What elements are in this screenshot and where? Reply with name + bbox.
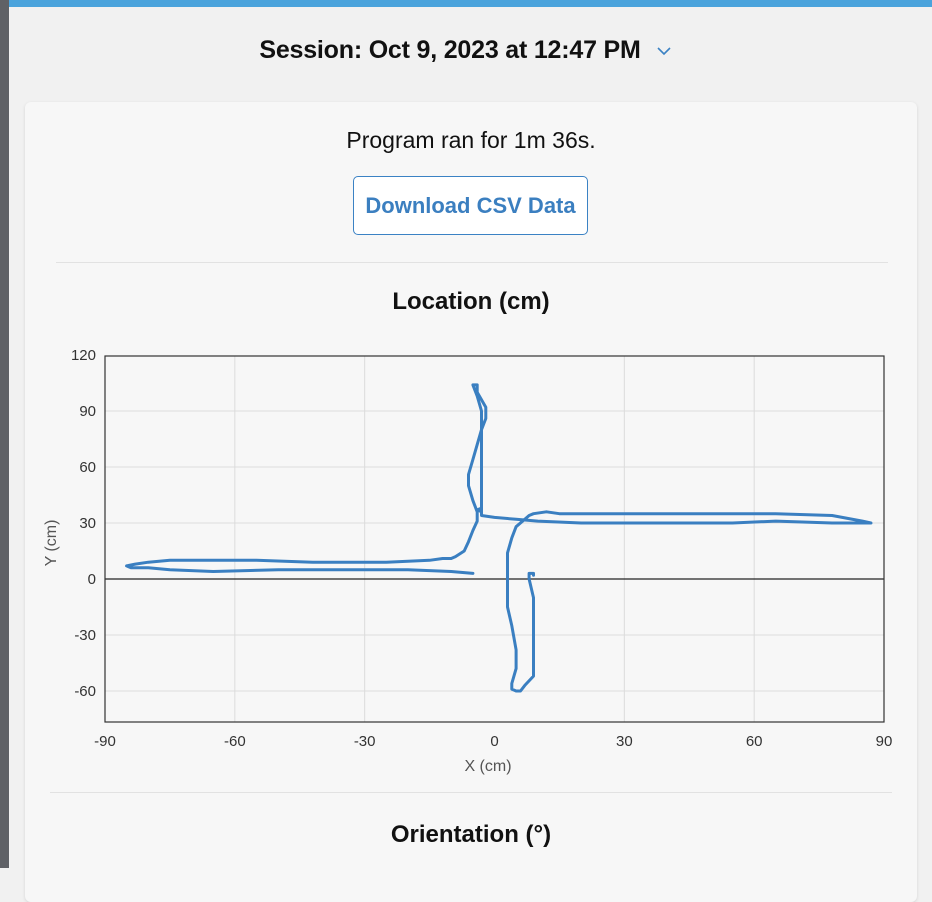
session-selector[interactable]: Session: Oct 9, 2023 at 12:47 PM: [0, 36, 932, 65]
chevron-down-icon: [657, 46, 671, 55]
x-tick-label: -30: [354, 733, 376, 750]
x-tick-label: -60: [224, 733, 246, 750]
y-tick-label: 30: [79, 515, 96, 532]
y-tick-label: 90: [79, 403, 96, 420]
y-tick-label: 120: [71, 347, 96, 364]
x-axis-label: X (cm): [464, 758, 511, 775]
orientation-title: Orientation (°): [390, 821, 552, 848]
session-label: Session: Oct 9, 2023 at 12:47 PM: [259, 36, 641, 64]
section-divider-2: [50, 792, 892, 793]
x-tick-label: 60: [746, 733, 763, 750]
section-divider: [56, 262, 888, 263]
chart-title: Location (cm): [392, 288, 550, 315]
x-tick-label: 0: [490, 733, 498, 750]
top-accent-bar: [0, 0, 932, 7]
series-layer: [125, 383, 873, 693]
runtime-text: Program ran for 1m 36s.: [346, 127, 596, 153]
plot-area-frame: [104, 355, 885, 723]
y-axis-label: Y (cm): [43, 520, 60, 567]
y-tick-label: 0: [88, 571, 96, 588]
y-tick-label: -60: [74, 683, 96, 700]
results-card: [25, 102, 917, 902]
y-tick-label: -30: [74, 627, 96, 644]
tick-labels: -90 -60 -30 0 30 60 90 120 90 60 30 0 -30 -60: [71, 347, 892, 750]
y-tick-label: 60: [79, 459, 96, 476]
x-tick-label: -90: [94, 733, 116, 750]
grid-lines: [104, 356, 885, 722]
x-tick-label: 90: [876, 733, 893, 750]
window-edge: [0, 0, 9, 868]
download-csv-button[interactable]: Download CSV Data: [353, 176, 588, 235]
x-tick-label: 30: [616, 733, 633, 750]
location-series-line: [125, 383, 873, 693]
